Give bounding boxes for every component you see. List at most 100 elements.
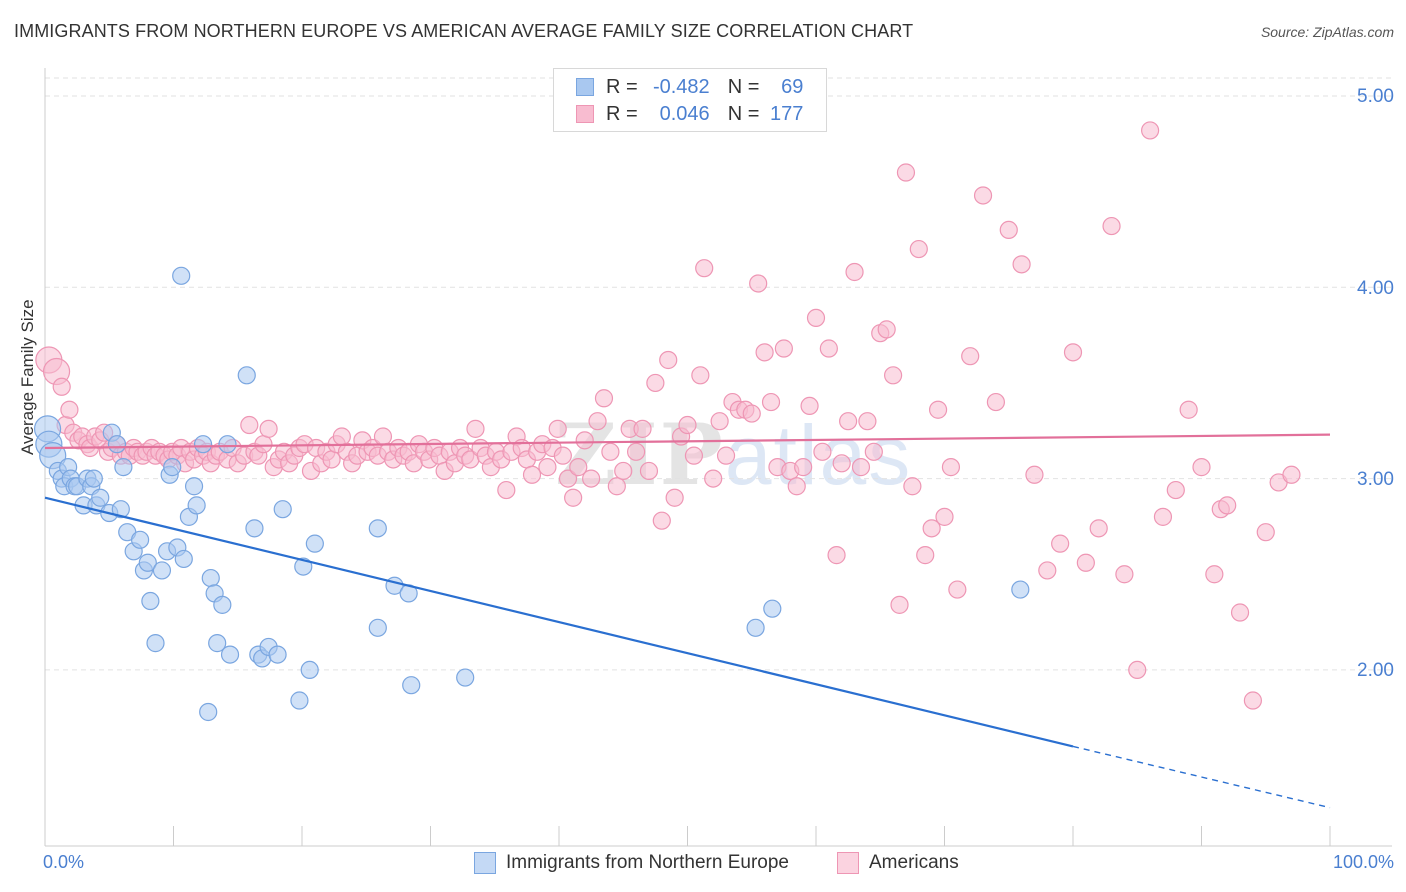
northern-europe-point <box>213 595 232 614</box>
northern-europe-point <box>114 458 133 477</box>
northern-europe-point <box>368 618 387 637</box>
northern-europe-point <box>208 634 227 653</box>
northern-europe-point <box>107 435 127 454</box>
legend-row-northern-europe: R = -0.482 N = 69 <box>576 74 803 100</box>
legend-item-americans[interactable]: Americans <box>837 852 959 874</box>
americans-point <box>794 458 813 477</box>
legend-r-value: 0.046 <box>659 102 710 125</box>
legend-label-northern-europe: Immigrants from Northern Europe <box>506 852 789 873</box>
americans-point <box>582 469 601 488</box>
blue-swatch-icon <box>576 78 594 96</box>
legend-n-label: N = <box>727 75 760 98</box>
northern-europe-points <box>33 266 1030 722</box>
americans-point <box>1256 523 1275 542</box>
northern-europe-point <box>300 660 319 680</box>
pink-swatch-icon <box>576 105 594 123</box>
americans-point <box>851 458 871 477</box>
americans-point <box>774 339 793 358</box>
northern-europe-point <box>220 645 240 664</box>
northern-europe-point <box>193 435 213 454</box>
americans-point <box>761 392 781 412</box>
americans-point <box>1102 216 1121 236</box>
americans-point <box>864 442 883 461</box>
americans-point <box>935 507 954 526</box>
stats-legend: R = -0.482 N = 69 R = 0.046 N = 177 <box>553 68 827 132</box>
americans-point <box>639 461 659 481</box>
northern-europe-point <box>746 618 765 637</box>
northern-europe-point <box>290 691 309 710</box>
blue-legend-swatch-icon <box>474 852 496 874</box>
legend-item-northern-europe[interactable]: Immigrants from Northern Europe <box>474 852 789 874</box>
americans-point <box>755 343 774 362</box>
americans-point <box>1282 465 1301 484</box>
northern-europe-point <box>368 519 387 538</box>
americans-point <box>1063 343 1083 362</box>
americans-point <box>742 404 761 423</box>
americans-point <box>1128 660 1147 680</box>
americans-point <box>538 458 557 477</box>
americans-point <box>633 419 652 438</box>
americans-point <box>800 396 819 416</box>
americans-point <box>1025 465 1044 484</box>
americans-point <box>665 488 684 507</box>
northern-europe-point <box>138 553 157 572</box>
northern-europe-point <box>146 634 165 653</box>
americans-point <box>922 519 941 538</box>
americans-point <box>588 412 607 431</box>
americans-point <box>716 446 736 465</box>
americans-point <box>564 488 583 507</box>
americans-point <box>1051 534 1070 553</box>
legend-r-label: R = <box>606 75 638 98</box>
northern-europe-point <box>174 549 193 569</box>
americans-point <box>1192 458 1211 477</box>
americans-point <box>909 239 928 259</box>
americans-point <box>695 259 714 278</box>
americans-point <box>704 469 723 488</box>
americans-point <box>254 435 273 454</box>
northern-europe-point <box>91 488 110 507</box>
americans-point <box>883 366 903 385</box>
americans-point <box>558 469 578 488</box>
americans-point <box>60 400 79 419</box>
americans-point <box>845 262 864 282</box>
northern-europe-point <box>172 266 191 285</box>
legend-row-americans: R = 0.046 N = 177 <box>576 101 803 127</box>
americans-point <box>827 546 846 565</box>
americans-point <box>1012 255 1031 274</box>
americans-point <box>1166 480 1185 500</box>
northern-europe-point <box>456 668 475 687</box>
americans-point <box>749 274 768 293</box>
americans-point <box>1153 507 1173 526</box>
series-legend: Immigrants from Northern Europe American… <box>0 852 1406 878</box>
northern-europe-point <box>152 561 172 580</box>
americans-point <box>916 546 935 565</box>
americans-point <box>259 419 278 438</box>
americans-point <box>813 442 832 461</box>
northern-europe-point <box>111 500 130 519</box>
y-axis-label: Average Family Size <box>18 299 37 455</box>
americans-point <box>973 186 993 205</box>
americans-point <box>1218 496 1237 515</box>
trend-lines <box>44 433 1331 809</box>
americans-point <box>601 442 620 461</box>
chart-title: IMMIGRANTS FROM NORTHERN EUROPE VS AMERI… <box>14 21 914 41</box>
northern-europe-point <box>305 534 324 553</box>
americans-point <box>787 477 806 496</box>
northern-europe-point <box>141 591 160 611</box>
americans-point <box>858 412 877 431</box>
legend-r-label: R = <box>606 102 638 125</box>
americans-point <box>999 220 1018 240</box>
y-tick-2: 2.00 <box>1357 660 1394 681</box>
legend-r-value: -0.482 <box>652 75 710 98</box>
y-tick-5: 5.00 <box>1357 86 1394 107</box>
americans-point <box>1205 565 1224 584</box>
americans-point <box>614 461 633 481</box>
americans-point <box>569 458 588 477</box>
americans-point <box>832 454 851 473</box>
y-tick-3: 3.00 <box>1357 469 1394 490</box>
americans-point <box>646 373 665 393</box>
northern-europe-point <box>201 568 220 588</box>
y-tick-4: 4.00 <box>1357 278 1394 299</box>
americans-point <box>806 308 826 328</box>
